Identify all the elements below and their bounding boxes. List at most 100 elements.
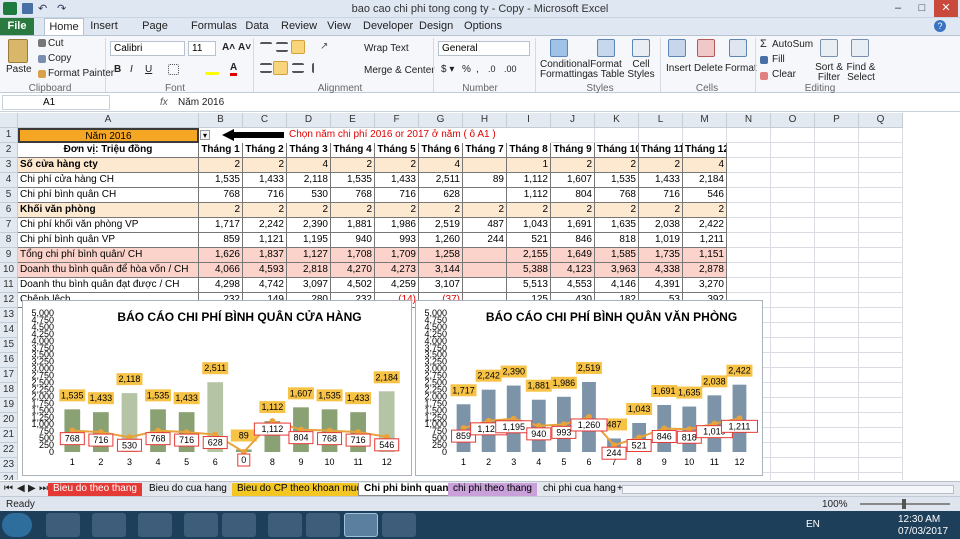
month-header[interactable]: Tháng 2 <box>243 143 287 158</box>
column-header-F[interactable]: F <box>375 113 419 128</box>
data-cell[interactable]: 1,121 <box>243 233 287 248</box>
cell-empty[interactable] <box>727 143 771 158</box>
data-cell[interactable]: 1,433 <box>375 173 419 188</box>
font-size-select[interactable]: 11 <box>188 41 216 56</box>
cell-empty[interactable] <box>859 248 903 263</box>
data-cell[interactable]: 4,066 <box>199 263 243 278</box>
data-cell[interactable]: 2 <box>551 158 595 173</box>
data-cell[interactable]: 818 <box>595 233 639 248</box>
row-header-21[interactable]: 21 <box>0 428 18 443</box>
line-point[interactable] <box>510 415 517 422</box>
data-cell[interactable]: 1,635 <box>595 218 639 233</box>
align-right-icon[interactable] <box>292 63 304 73</box>
column-header-J[interactable]: J <box>551 113 595 128</box>
data-cell[interactable]: 4,553 <box>551 278 595 293</box>
cell-empty[interactable] <box>683 128 727 143</box>
cell-empty[interactable] <box>815 293 859 308</box>
data-cell[interactable]: 1,433 <box>243 173 287 188</box>
data-cell[interactable]: 4,270 <box>331 263 375 278</box>
sheet-tab-3[interactable]: Chi phi binh quan <box>358 483 455 496</box>
align-center-icon[interactable] <box>273 61 288 75</box>
data-cell[interactable]: 4,273 <box>375 263 419 278</box>
cell-empty[interactable] <box>859 128 903 143</box>
month-header[interactable]: Tháng 5 <box>375 143 419 158</box>
data-cell[interactable]: 521 <box>507 233 551 248</box>
data-cell[interactable]: 4,338 <box>639 263 683 278</box>
tab-file[interactable]: File <box>0 18 34 35</box>
media-player-icon[interactable] <box>92 513 126 537</box>
data-cell[interactable]: 2,818 <box>287 263 331 278</box>
data-cell[interactable]: 4,298 <box>199 278 243 293</box>
cell-empty[interactable] <box>771 188 815 203</box>
cell-empty[interactable] <box>859 263 903 278</box>
cell-empty[interactable] <box>859 413 903 428</box>
clock-date[interactable]: 07/03/2017 <box>898 526 949 537</box>
cell-empty[interactable] <box>815 128 859 143</box>
formula-input[interactable]: Năm 2016 <box>178 97 225 108</box>
cell-empty[interactable] <box>815 443 859 458</box>
line-point[interactable] <box>126 434 133 441</box>
line-point[interactable] <box>585 413 592 420</box>
cell-empty[interactable] <box>771 443 815 458</box>
column-header-C[interactable]: C <box>243 113 287 128</box>
cell-empty[interactable] <box>727 263 771 278</box>
data-cell[interactable]: 546 <box>683 188 727 203</box>
excel-taskbar-icon[interactable] <box>344 513 378 537</box>
data-cell[interactable]: 1,151 <box>683 248 727 263</box>
autosum-icon[interactable]: Σ <box>760 38 767 50</box>
clear-icon[interactable] <box>760 72 768 80</box>
data-cell[interactable]: 1,112 <box>507 173 551 188</box>
paste-button[interactable]: Paste <box>6 64 32 75</box>
find-select-icon[interactable] <box>851 39 869 57</box>
cell-empty[interactable] <box>815 218 859 233</box>
chart-office-cost[interactable]: BÁO CÁO CHI PHÍ BÌNH QUÂN VĂN PHÒNG 0 250 5… <box>415 300 763 476</box>
format-as-table-icon[interactable] <box>597 39 615 57</box>
copy-button[interactable]: Copy <box>48 53 72 64</box>
data-cell[interactable]: 2 <box>507 203 551 218</box>
cell-empty[interactable] <box>815 473 859 480</box>
cell-empty[interactable] <box>771 338 815 353</box>
column-header-K[interactable]: K <box>595 113 639 128</box>
data-cell[interactable]: 4 <box>419 158 463 173</box>
data-cell[interactable]: 530 <box>287 188 331 203</box>
data-cell[interactable]: 1,986 <box>375 218 419 233</box>
cell-empty[interactable] <box>859 218 903 233</box>
cell-empty[interactable] <box>727 128 771 143</box>
data-cell[interactable]: 2 <box>243 203 287 218</box>
month-header[interactable]: Tháng 8 <box>507 143 551 158</box>
data-cell[interactable]: 1,127 <box>287 248 331 263</box>
cell-empty[interactable] <box>727 203 771 218</box>
cell-empty[interactable] <box>771 203 815 218</box>
cell-empty[interactable] <box>727 158 771 173</box>
data-cell[interactable]: 487 <box>463 218 507 233</box>
data-cell[interactable]: 804 <box>551 188 595 203</box>
decrease-decimal-icon[interactable]: .00 <box>504 64 517 74</box>
data-cell[interactable] <box>463 188 507 203</box>
percent-icon[interactable]: % <box>462 64 471 75</box>
cell-empty[interactable] <box>727 188 771 203</box>
row-header-18[interactable]: 18 <box>0 383 18 398</box>
clock-time[interactable]: 12:30 AM <box>898 514 941 525</box>
font-name-select[interactable]: Calibri <box>110 41 185 56</box>
data-cell[interactable]: 4,593 <box>243 263 287 278</box>
insert-cells-icon[interactable] <box>668 39 686 57</box>
format-cells-icon[interactable] <box>729 39 747 57</box>
data-cell[interactable]: 2 <box>639 203 683 218</box>
data-cell[interactable]: 2,390 <box>287 218 331 233</box>
month-header[interactable]: Tháng 11 <box>639 143 683 158</box>
data-cell[interactable]: 1,717 <box>199 218 243 233</box>
data-cell[interactable]: 3,107 <box>419 278 463 293</box>
cell-empty[interactable] <box>771 383 815 398</box>
data-cell[interactable]: 1,649 <box>551 248 595 263</box>
cell-empty[interactable] <box>815 353 859 368</box>
data-cell[interactable]: 1,112 <box>507 188 551 203</box>
data-cell[interactable]: 3,097 <box>287 278 331 293</box>
zoom-level[interactable]: 100% <box>822 499 848 510</box>
cell-empty[interactable] <box>859 188 903 203</box>
data-cell[interactable]: 2,242 <box>243 218 287 233</box>
data-cell[interactable]: 4 <box>287 158 331 173</box>
data-cell[interactable]: 1,535 <box>331 173 375 188</box>
row-header-4[interactable]: 4 <box>0 173 18 188</box>
data-cell[interactable]: 2 <box>419 203 463 218</box>
cell-empty[interactable] <box>859 323 903 338</box>
